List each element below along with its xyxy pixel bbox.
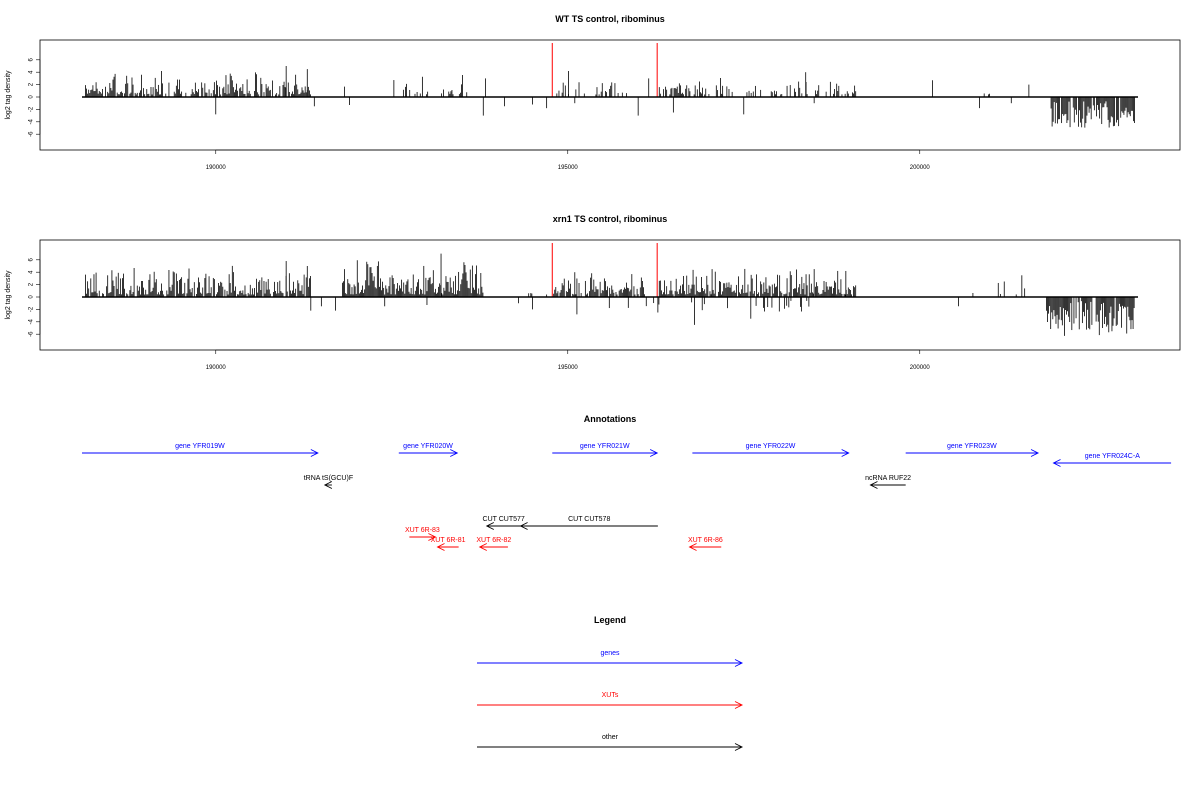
annotation-feature: gene YFR020W	[398, 443, 459, 457]
annotation-feature: XUT 6R-83	[405, 527, 440, 541]
legend-arrowhead	[734, 743, 744, 751]
x-tick-label: 195000	[558, 365, 579, 371]
x-tick-label: 190000	[206, 365, 227, 371]
annotation-feature: gene YFR024C-A	[1052, 453, 1172, 467]
feature-arrowhead	[323, 481, 333, 489]
feature-arrowhead	[649, 449, 659, 457]
feature-label: gene YFR024C-A	[1085, 453, 1140, 460]
feature-arrowhead	[436, 543, 445, 551]
feature-label: XUT 6R-86	[688, 537, 723, 544]
legend-item: genes	[477, 650, 744, 667]
y-tick-label: -4	[29, 118, 35, 124]
y-tick-label: 0	[29, 295, 35, 299]
xrn1-track-axes: -6 -4 -2 0 2 4 6 190000 195000 200000	[29, 257, 1138, 371]
feature-arrowhead	[450, 449, 459, 457]
annotation-feature: XUT 6R-82	[476, 537, 511, 551]
y-tick-label: 2	[29, 282, 35, 286]
annotation-feature: CUT CUT578	[519, 516, 658, 530]
feature-label: gene YFR021W	[580, 443, 630, 450]
legend: genes XUTs other	[477, 650, 744, 751]
annotation-feature: XUT 6R-81	[431, 537, 466, 551]
legend-item: other	[477, 734, 744, 751]
legend-label: XUTs	[602, 692, 619, 699]
annotation-feature: CUT CUT577	[483, 516, 525, 530]
wt-y-axis-label: log2 tag density	[5, 70, 12, 120]
wt-track-title: WT TS control, ribominus	[555, 14, 665, 24]
y-tick-label: 4	[29, 70, 35, 74]
wt-track-panel: WT TS control, ribominus log2 tag densit…	[5, 14, 1181, 171]
feature-label: CUT CUT578	[568, 516, 610, 523]
annotation-feature: XUT 6R-86	[688, 537, 723, 551]
annotation-feature: tRNA tS(GCU)F	[304, 475, 353, 489]
x-tick-label: 200000	[910, 165, 931, 171]
legend-label: other	[602, 734, 619, 741]
feature-arrowhead	[310, 449, 319, 457]
feature-arrowhead	[478, 543, 487, 551]
legend-arrowhead	[734, 701, 744, 709]
y-tick-label: 0	[29, 95, 35, 99]
y-tick-label: 6	[29, 57, 35, 61]
wt-track-marks	[85, 43, 1135, 128]
legend-arrowhead	[734, 659, 744, 667]
annotation-feature: gene YFR019W	[82, 443, 319, 457]
feature-label: tRNA tS(GCU)F	[304, 475, 353, 482]
feature-arrowhead	[485, 522, 495, 530]
xrn1-y-axis-label: log2 tag density	[5, 270, 12, 320]
y-tick-label: 6	[29, 257, 35, 261]
xrn1-track-panel: xrn1 TS control, ribominus log2 tag dens…	[5, 214, 1181, 371]
feature-label: gene YFR019W	[175, 443, 225, 450]
y-tick-label: -4	[29, 318, 35, 324]
y-tick-label: 4	[29, 270, 35, 274]
y-tick-label: -6	[29, 131, 35, 137]
feature-label: CUT CUT577	[483, 516, 525, 523]
feature-arrowhead	[428, 533, 437, 541]
feature-arrowhead	[841, 449, 850, 457]
annotation-feature: gene YFR023W	[905, 443, 1040, 457]
y-tick-label: 2	[29, 82, 35, 86]
x-tick-label: 200000	[910, 365, 931, 371]
feature-arrowhead	[1052, 459, 1061, 467]
feature-arrowhead	[1030, 449, 1040, 457]
y-tick-label: -2	[29, 306, 35, 312]
feature-label: XUT 6R-83	[405, 527, 440, 534]
annotation-features: gene YFR019W gene YFR020W gene YFR021W gene…	[82, 443, 1172, 551]
legend-title: Legend	[594, 615, 626, 625]
xrn1-track-title: xrn1 TS control, ribominus	[553, 214, 668, 224]
feature-label: gene YFR020W	[403, 443, 453, 450]
feature-label: ncRNA RUF22	[865, 475, 911, 482]
annotation-feature: gene YFR022W	[692, 443, 850, 457]
annotation-feature: ncRNA RUF22	[865, 475, 911, 489]
annotations-title: Annotations	[584, 414, 637, 424]
feature-label: gene YFR022W	[746, 443, 796, 450]
feature-arrowhead	[869, 481, 878, 489]
y-tick-label: -6	[29, 331, 35, 337]
xrn1-track-marks	[85, 243, 1135, 336]
legend-item: XUTs	[477, 692, 744, 709]
legend-label: genes	[600, 650, 620, 657]
wt-track-axes: -6 -4 -2 0 2 4 6 190000 195000 200000	[29, 57, 1138, 171]
feature-arrowhead	[519, 522, 528, 530]
feature-label: XUT 6R-81	[431, 537, 466, 544]
feature-label: gene YFR023W	[947, 443, 997, 450]
x-tick-label: 190000	[206, 165, 227, 171]
x-tick-label: 195000	[558, 165, 579, 171]
annotation-feature: gene YFR021W	[552, 443, 659, 457]
feature-label: XUT 6R-82	[476, 537, 511, 544]
feature-arrowhead	[688, 543, 697, 551]
y-tick-label: -2	[29, 106, 35, 112]
